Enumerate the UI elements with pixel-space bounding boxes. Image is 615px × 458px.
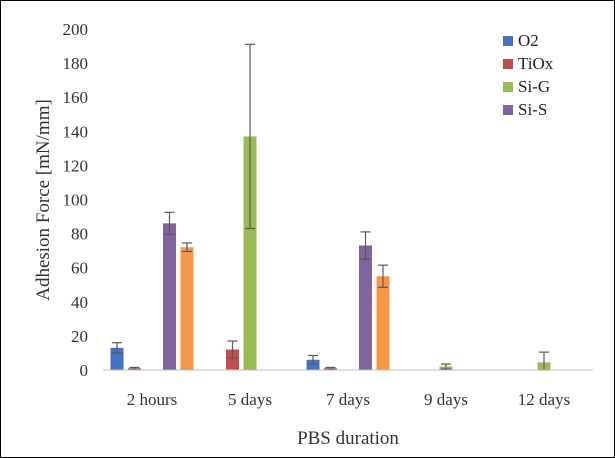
y-tick-labels: 0 20 40 60 80 100 120 140 160 180 200 [63,20,89,380]
category-label-0: 2 hours [127,390,178,409]
bar-si-s-2 [359,245,372,370]
y-tick-label-100: 100 [63,191,89,210]
y-tick-label-20: 20 [71,327,88,346]
y-tick-label-80: 80 [71,225,88,244]
y-tick-label-60: 60 [71,259,88,278]
bar-tiox-1 [226,349,239,370]
legend-swatch-si-s [503,105,513,115]
y-tick-label-40: 40 [71,293,88,312]
category-label-4: 12 days [518,390,570,409]
category-labels: 2 hours 5 days 7 days 9 days 12 days [127,390,570,409]
legend-label-si-g: Si-G [518,77,550,96]
y-axis-title: Adhesion Force [mN/mm] [33,99,54,301]
category-label-1: 5 days [228,390,272,409]
y-tick-label-140: 140 [63,122,89,141]
legend-label-tiox: TiOx [518,54,554,73]
bar-o2-2 [306,359,320,370]
legend-swatch-o2 [503,36,513,46]
y-tick-label-120: 120 [63,156,89,175]
category-label-2: 7 days [326,390,370,409]
bar-series-5-2 [376,276,390,370]
bar-si-g-1 [243,136,257,370]
bar-series-5-0 [180,247,194,370]
x-axis-title: PBS duration [297,428,399,449]
y-tick-label-180: 180 [63,54,89,73]
legend-label-si-s: Si-S [518,100,547,119]
legend: O2 TiOx Si-G Si-S [503,31,554,119]
bar-series [110,136,551,370]
y-tick-label-160: 160 [63,88,89,107]
bar-si-s-0 [163,223,176,370]
y-tick-label-0: 0 [80,361,89,380]
legend-swatch-si-g [503,82,513,92]
category-label-3: 9 days [424,390,468,409]
y-tick-label-200: 200 [63,20,89,39]
legend-swatch-tiox [503,59,513,69]
legend-label-o2: O2 [518,31,539,50]
error-bars [112,43,549,371]
